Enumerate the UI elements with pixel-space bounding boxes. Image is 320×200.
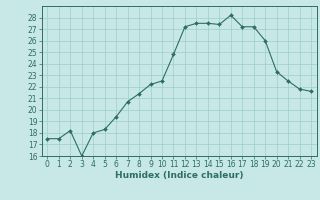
X-axis label: Humidex (Indice chaleur): Humidex (Indice chaleur): [115, 171, 244, 180]
